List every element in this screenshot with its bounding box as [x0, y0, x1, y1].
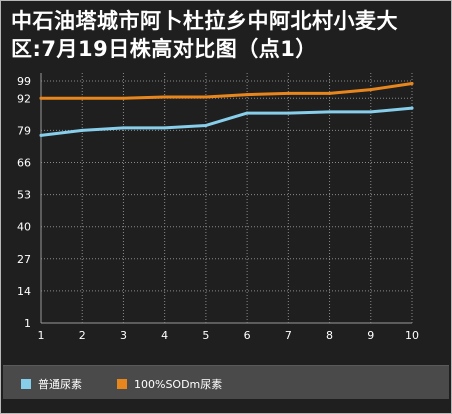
legend-swatch-series-2: [117, 379, 127, 389]
bottom-strip: [3, 399, 449, 411]
data-point-series-1: [286, 111, 290, 115]
data-point-series-2: [121, 96, 125, 100]
data-point-series-2: [39, 96, 43, 100]
y-tick-label: 66: [17, 156, 31, 169]
x-tick-label: 6: [244, 329, 251, 342]
data-point-series-1: [369, 110, 373, 114]
y-tick-label: 1: [24, 317, 31, 330]
x-tick-label: 5: [202, 329, 209, 342]
data-point-series-1: [245, 111, 249, 115]
data-point-series-2: [245, 93, 249, 97]
data-point-series-2: [286, 91, 290, 95]
y-tick-label: 40: [17, 221, 31, 234]
y-tick-label: 99: [17, 75, 31, 88]
x-tick-label: 7: [285, 329, 292, 342]
x-tick-label: 9: [367, 329, 374, 342]
legend-item-series-2: 100%SODm尿素: [117, 376, 222, 392]
x-tick-label: 3: [120, 329, 127, 342]
data-point-series-2: [204, 95, 208, 99]
x-tick-label: 8: [326, 329, 333, 342]
y-tick-label: 14: [17, 285, 31, 298]
data-point-series-2: [328, 91, 332, 95]
legend-item-series-1: 普通尿素: [21, 376, 82, 392]
legend-label-series-2: 100%SODm尿素: [134, 378, 223, 391]
data-point-series-2: [80, 96, 84, 100]
x-tick-label: 10: [405, 329, 419, 342]
data-point-series-1: [39, 133, 43, 137]
data-point-series-1: [328, 110, 332, 114]
x-tick-label: 2: [79, 329, 86, 342]
y-tick-label: 27: [17, 253, 31, 266]
data-point-series-2: [410, 81, 414, 85]
series-line-1: [39, 106, 414, 137]
data-point-series-1: [204, 123, 208, 127]
plot-background: [41, 73, 412, 323]
legend-swatch-series-1: [21, 379, 31, 389]
chart-title: 中石油塔城市阿卜杜拉乡中阿北村小麦大区:7月19日株高对比图（点1）: [11, 9, 398, 61]
legend: 普通尿素 100%SODm尿素: [3, 365, 449, 400]
data-point-series-1: [163, 126, 167, 130]
data-point-series-1: [80, 128, 84, 132]
data-point-series-1: [410, 106, 414, 110]
y-tick-label: 53: [17, 189, 31, 202]
x-tick-label: 4: [161, 329, 168, 342]
y-tick-label: 79: [17, 124, 31, 137]
x-tick-label: 1: [38, 329, 45, 342]
data-point-series-1: [121, 126, 125, 130]
legend-label-series-1: 普通尿素: [38, 378, 82, 391]
data-point-series-2: [163, 95, 167, 99]
series-line-2: [39, 81, 414, 100]
y-tick-label: 92: [17, 92, 31, 105]
data-point-series-2: [369, 88, 373, 92]
